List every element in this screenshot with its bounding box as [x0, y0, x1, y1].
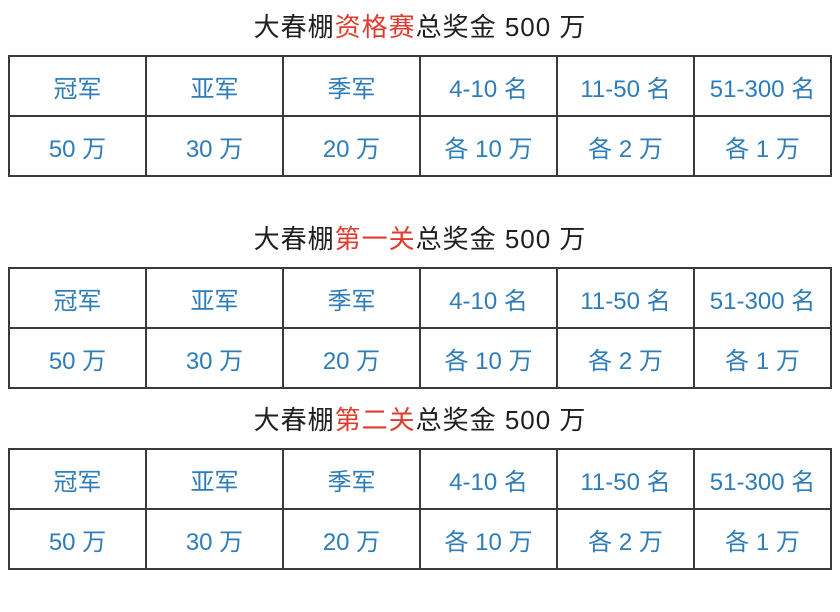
header-cell-champion: 冠军 [8, 55, 147, 117]
value-cell-rank11-50: 各 2 万 [556, 327, 695, 389]
prize-table: 冠军 亚军 季军 4-10 名 11-50 名 51-300 名 50 万 30… [8, 267, 832, 389]
table-header-row: 冠军 亚军 季军 4-10 名 11-50 名 51-300 名 [8, 267, 832, 329]
value-cell-rank11-50: 各 2 万 [556, 508, 695, 570]
value-cell-champion: 50 万 [8, 115, 147, 177]
value-cell-rank4-10: 各 10 万 [419, 327, 558, 389]
header-cell-rank11-50: 11-50 名 [556, 267, 695, 329]
title-prefix: 大春棚 [253, 405, 335, 435]
value-cell-runner-up: 30 万 [145, 508, 284, 570]
prize-table: 冠军 亚军 季军 4-10 名 11-50 名 51-300 名 50 万 30… [8, 448, 832, 570]
prize-section-stage2: 大春棚第二关总奖金 500 万 冠军 亚军 季军 4-10 名 11-50 名 … [0, 389, 840, 570]
value-cell-third: 20 万 [282, 508, 421, 570]
table-value-row: 50 万 30 万 20 万 各 10 万 各 2 万 各 1 万 [8, 115, 832, 177]
table-value-row: 50 万 30 万 20 万 各 10 万 各 2 万 各 1 万 [8, 327, 832, 389]
header-cell-rank51-300: 51-300 名 [693, 267, 832, 329]
value-cell-champion: 50 万 [8, 327, 147, 389]
value-cell-third: 20 万 [282, 115, 421, 177]
table-header-row: 冠军 亚军 季军 4-10 名 11-50 名 51-300 名 [8, 55, 832, 117]
section-title: 大春棚第一关总奖金 500 万 [0, 177, 840, 267]
header-cell-runner-up: 亚军 [145, 448, 284, 510]
value-cell-runner-up: 30 万 [145, 115, 284, 177]
header-cell-third: 季军 [282, 448, 421, 510]
section-title: 大春棚第二关总奖金 500 万 [0, 389, 840, 448]
table-value-row: 50 万 30 万 20 万 各 10 万 各 2 万 各 1 万 [8, 508, 832, 570]
header-cell-rank11-50: 11-50 名 [556, 448, 695, 510]
title-highlight: 第二关 [334, 405, 416, 435]
header-cell-runner-up: 亚军 [145, 267, 284, 329]
header-cell-champion: 冠军 [8, 448, 147, 510]
header-cell-third: 季军 [282, 267, 421, 329]
header-cell-champion: 冠军 [8, 267, 147, 329]
header-cell-runner-up: 亚军 [145, 55, 284, 117]
title-suffix: 总奖金 500 万 [415, 224, 587, 254]
header-cell-rank4-10: 4-10 名 [419, 267, 558, 329]
title-prefix: 大春棚 [253, 12, 335, 42]
value-cell-rank4-10: 各 10 万 [419, 115, 558, 177]
title-prefix: 大春棚 [253, 224, 335, 254]
value-cell-rank4-10: 各 10 万 [419, 508, 558, 570]
value-cell-runner-up: 30 万 [145, 327, 284, 389]
prize-table: 冠军 亚军 季军 4-10 名 11-50 名 51-300 名 50 万 30… [8, 55, 832, 177]
value-cell-third: 20 万 [282, 327, 421, 389]
value-cell-champion: 50 万 [8, 508, 147, 570]
header-cell-rank11-50: 11-50 名 [556, 55, 695, 117]
value-cell-rank11-50: 各 2 万 [556, 115, 695, 177]
header-cell-rank4-10: 4-10 名 [419, 55, 558, 117]
value-cell-rank51-300: 各 1 万 [693, 327, 832, 389]
section-title: 大春棚资格赛总奖金 500 万 [0, 0, 840, 55]
prize-section-stage1: 大春棚第一关总奖金 500 万 冠军 亚军 季军 4-10 名 11-50 名 … [0, 177, 840, 389]
prize-section-qualifier: 大春棚资格赛总奖金 500 万 冠军 亚军 季军 4-10 名 11-50 名 … [0, 0, 840, 177]
title-highlight: 第一关 [334, 224, 416, 254]
title-suffix: 总奖金 500 万 [415, 405, 587, 435]
title-suffix: 总奖金 500 万 [415, 12, 587, 42]
table-header-row: 冠军 亚军 季军 4-10 名 11-50 名 51-300 名 [8, 448, 832, 510]
value-cell-rank51-300: 各 1 万 [693, 508, 832, 570]
header-cell-rank51-300: 51-300 名 [693, 55, 832, 117]
title-highlight: 资格赛 [334, 12, 416, 42]
header-cell-rank4-10: 4-10 名 [419, 448, 558, 510]
header-cell-third: 季军 [282, 55, 421, 117]
value-cell-rank51-300: 各 1 万 [693, 115, 832, 177]
header-cell-rank51-300: 51-300 名 [693, 448, 832, 510]
